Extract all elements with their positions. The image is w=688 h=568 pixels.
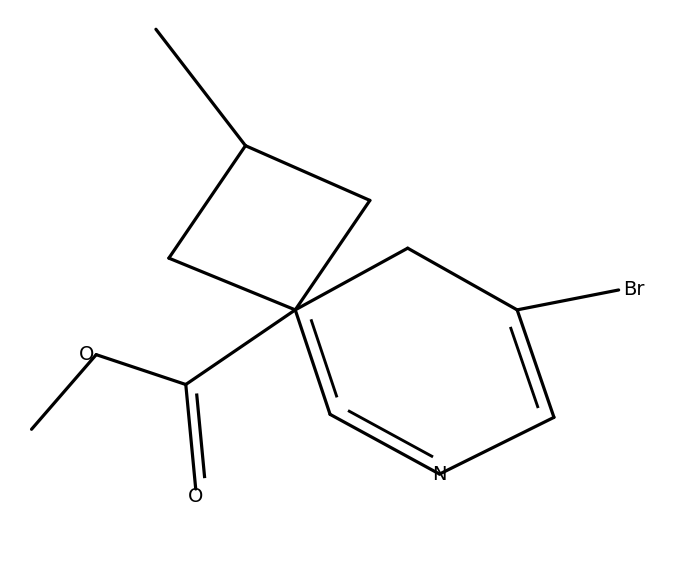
Text: Br: Br [623,281,644,299]
Text: O: O [188,487,204,506]
Text: O: O [79,345,94,364]
Text: N: N [432,465,447,483]
